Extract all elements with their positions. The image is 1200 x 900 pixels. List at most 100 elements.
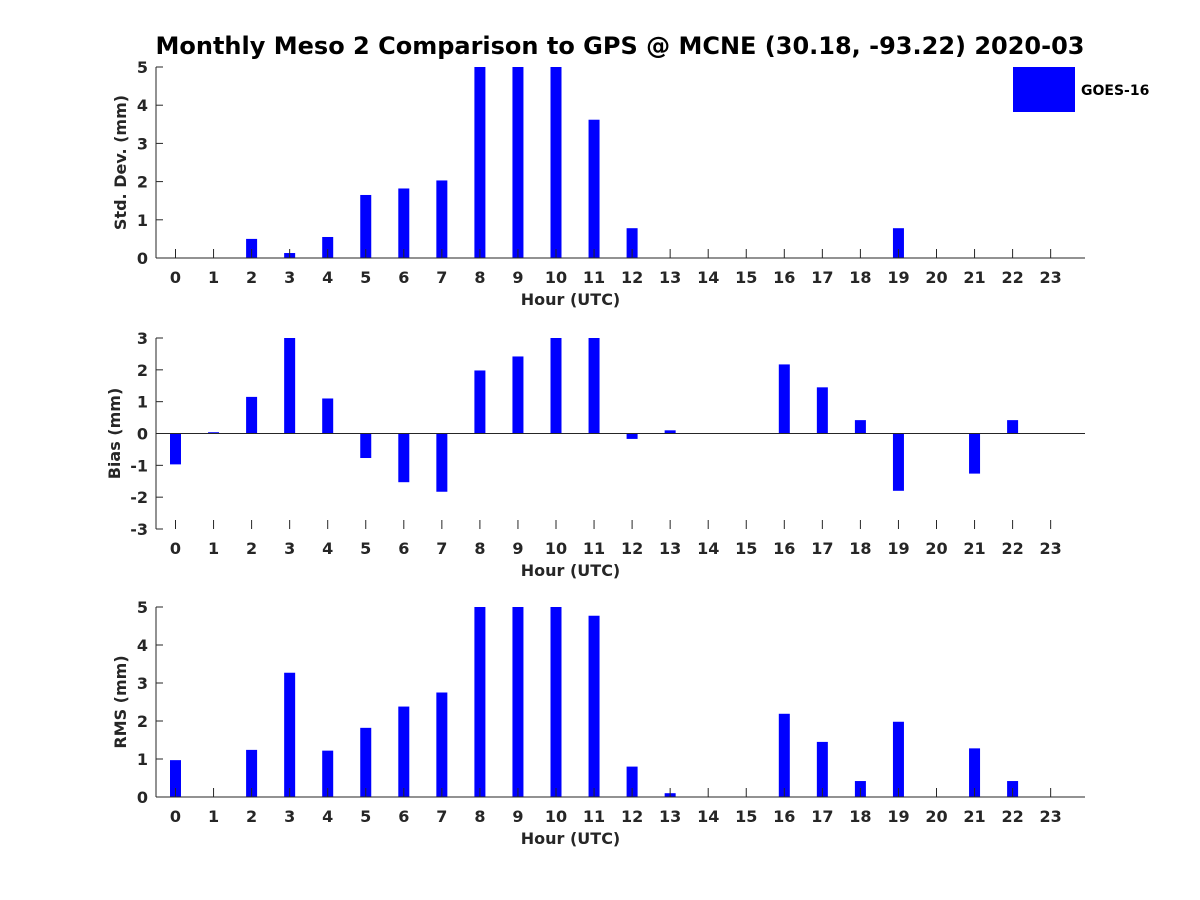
rms-bar-19 xyxy=(892,721,904,797)
bias-y-label: Bias (mm) xyxy=(105,388,124,480)
std-dev-x-tick-label: 19 xyxy=(887,268,909,287)
legend: GOES-16 xyxy=(1013,67,1149,112)
rms-x-tick-label: 16 xyxy=(773,807,795,826)
bias-x-tick-label: 16 xyxy=(773,539,795,558)
bias-x-tick-label: 8 xyxy=(474,539,485,558)
rms-panel: 0 1 2 3 4 5 6 7 8 9 10 11 12 13 14 15 16 17 18 19 20 21 22 2301… xyxy=(111,598,1085,848)
std-dev-y-tick-label: 2 xyxy=(137,173,148,192)
rms-bar-8 xyxy=(474,607,486,797)
std-dev-y-tick-label: 0 xyxy=(137,249,148,268)
std-dev-bar-12 xyxy=(626,228,638,258)
std-dev-bar-6 xyxy=(398,188,410,258)
std-dev-x-tick-label: 1 xyxy=(208,268,219,287)
rms-x-tick-label: 4 xyxy=(322,807,333,826)
bias-x-tick-label: 14 xyxy=(697,539,719,558)
rms-bar-0 xyxy=(170,760,181,797)
std-dev-x-tick-label: 20 xyxy=(925,268,947,287)
std-dev-bar-5 xyxy=(360,194,372,258)
std-dev-y-label: Std. Dev. (mm) xyxy=(111,95,130,230)
legend-label: GOES-16 xyxy=(1081,83,1149,99)
std-dev-y-tick-label: 4 xyxy=(137,96,148,115)
bias-y-tick-label: -3 xyxy=(130,520,148,539)
rms-x-tick-label: 1 xyxy=(208,807,219,826)
rms-x-tick-label: 9 xyxy=(512,807,523,826)
bias-bar-8 xyxy=(474,370,486,434)
rms-x-label: Hour (UTC) xyxy=(521,829,621,848)
std-dev-y-tick-label: 3 xyxy=(137,134,148,153)
rms-y-label: RMS (mm) xyxy=(111,655,130,748)
rms-x-tick-label: 8 xyxy=(474,807,485,826)
std-dev-panel: 0 1 2 3 4 5 6 7 8 9 10 11 12 13 14 15 16 17 18 19 20 21 22 2301… xyxy=(111,58,1085,309)
rms-bar-3 xyxy=(284,672,296,797)
std-dev-x-label: Hour (UTC) xyxy=(521,290,621,309)
rms-bar-5 xyxy=(360,727,372,797)
bias-y-tick-label: 0 xyxy=(137,425,148,444)
bias-x-tick-label: 23 xyxy=(1040,539,1062,558)
bias-x-tick-label: 15 xyxy=(735,539,757,558)
std-dev-x-tick-label: 14 xyxy=(697,268,719,287)
bias-x-tick-label: 6 xyxy=(398,539,409,558)
panels: 0 1 2 3 4 5 6 7 8 9 10 11 12 13 14 15 16 17 18 19 20 21 22 2301… xyxy=(105,58,1085,848)
bias-x-tick-label: 13 xyxy=(659,539,681,558)
bias-x-tick-label: 7 xyxy=(436,539,447,558)
rms-x-tick-label: 3 xyxy=(284,807,295,826)
rms-bar-6 xyxy=(398,706,410,797)
bias-x-tick-label: 3 xyxy=(284,539,295,558)
bias-x-tick-label: 5 xyxy=(360,539,371,558)
rms-bar-12 xyxy=(626,766,638,797)
std-dev-x-tick-label: 22 xyxy=(1001,268,1023,287)
rms-x-tick-label: 2 xyxy=(246,807,257,826)
std-dev-y-tick-label: 1 xyxy=(137,211,148,230)
rms-bar-21 xyxy=(969,748,981,797)
bias-x-tick-label: 1 xyxy=(208,539,219,558)
rms-y-tick-label: 3 xyxy=(137,674,148,693)
std-dev-x-tick-label: 4 xyxy=(322,268,333,287)
bias-x-tick-label: 4 xyxy=(322,539,333,558)
legend-swatch xyxy=(1013,67,1075,112)
rms-x-tick-label: 12 xyxy=(621,807,643,826)
std-dev-x-tick-label: 15 xyxy=(735,268,757,287)
rms-x-tick-label: 11 xyxy=(583,807,605,826)
std-dev-x-tick-label: 17 xyxy=(811,268,833,287)
rms-bar-17 xyxy=(816,741,828,797)
bias-x-tick-label: 17 xyxy=(811,539,833,558)
bias-y-tick-label: -1 xyxy=(130,456,148,475)
bias-bar-17 xyxy=(816,387,828,434)
bias-x-tick-label: 20 xyxy=(925,539,947,558)
rms-x-tick-label: 20 xyxy=(925,807,947,826)
std-dev-x-tick-label: 10 xyxy=(545,268,567,287)
bias-y-tick-label: -2 xyxy=(130,488,148,507)
bias-x-tick-label: 22 xyxy=(1001,539,1023,558)
rms-bar-4 xyxy=(322,750,334,797)
std-dev-bar-9 xyxy=(512,67,524,258)
bias-bar-6 xyxy=(398,433,410,483)
std-dev-bar-19 xyxy=(892,228,904,258)
bias-x-tick-label: 19 xyxy=(887,539,909,558)
bias-x-tick-label: 18 xyxy=(849,539,871,558)
bias-bar-1 xyxy=(208,432,220,434)
bias-x-tick-label: 10 xyxy=(545,539,567,558)
rms-y-tick-label: 5 xyxy=(137,598,148,617)
bias-bar-19 xyxy=(892,433,904,491)
bias-bar-5 xyxy=(360,433,372,459)
std-dev-x-tick-label: 13 xyxy=(659,268,681,287)
rms-bar-7 xyxy=(436,692,448,797)
bias-bar-0 xyxy=(170,433,181,465)
bias-bar-13 xyxy=(664,430,676,434)
std-dev-x-tick-label: 6 xyxy=(398,268,409,287)
bias-y-tick-label: 3 xyxy=(137,329,148,348)
rms-bar-10 xyxy=(550,607,562,797)
figure-title: Monthly Meso 2 Comparison to GPS @ MCNE … xyxy=(156,32,1085,60)
rms-x-tick-label: 0 xyxy=(170,807,181,826)
bias-x-label: Hour (UTC) xyxy=(521,561,621,580)
rms-x-tick-label: 5 xyxy=(360,807,371,826)
bias-bar-2 xyxy=(246,396,258,434)
bias-x-tick-label: 9 xyxy=(512,539,523,558)
rms-bar-16 xyxy=(778,713,790,797)
rms-y-tick-label: 0 xyxy=(137,788,148,807)
bias-bar-12 xyxy=(626,433,638,439)
std-dev-x-tick-label: 2 xyxy=(246,268,257,287)
rms-x-tick-label: 6 xyxy=(398,807,409,826)
rms-x-tick-label: 18 xyxy=(849,807,871,826)
